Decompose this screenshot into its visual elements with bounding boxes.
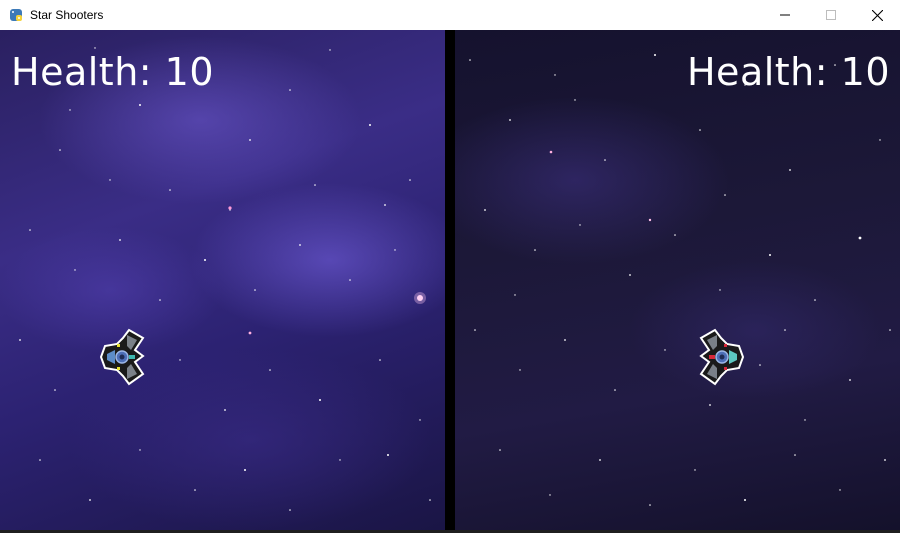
red-spaceship-icon xyxy=(699,328,745,386)
player-left-health: Health: 10 xyxy=(11,50,215,94)
left-space-background: Health: 10 xyxy=(0,30,445,530)
maximize-icon xyxy=(826,10,836,20)
right-space-background: Health: 10 xyxy=(455,30,900,530)
player-right-health: Health: 10 xyxy=(686,50,890,94)
close-button[interactable] xyxy=(854,0,900,30)
close-icon xyxy=(871,9,883,21)
window-title: Star Shooters xyxy=(30,8,104,22)
window-controls xyxy=(762,0,900,30)
yellow-spaceship-icon xyxy=(99,328,145,386)
minimize-icon xyxy=(780,14,790,16)
title-bar[interactable]: Star Shooters xyxy=(0,0,900,31)
bottom-border xyxy=(0,530,900,533)
starfield-left xyxy=(19,47,431,511)
game-canvas[interactable]: Health: 10 xyxy=(0,30,900,530)
minimize-button[interactable] xyxy=(762,0,808,30)
center-divider xyxy=(445,30,455,530)
starfield-right xyxy=(469,54,891,506)
python-icon xyxy=(8,7,24,23)
maximize-button[interactable] xyxy=(808,0,854,30)
